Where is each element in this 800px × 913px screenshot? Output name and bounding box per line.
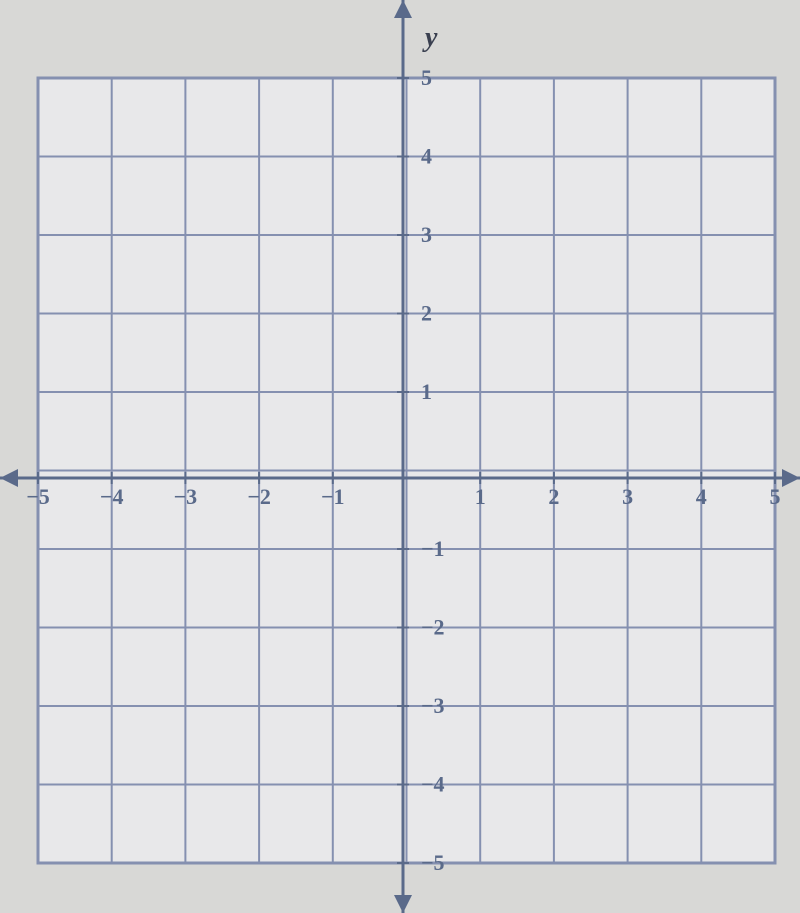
y-tick-label: −4: [421, 772, 445, 797]
y-tick-label: 5: [421, 65, 432, 90]
y-axis-label: y: [422, 22, 438, 53]
x-tick-label: −5: [26, 484, 50, 509]
x-tick-label: −1: [321, 484, 345, 509]
x-tick-label: 4: [696, 484, 707, 509]
x-tick-label: 5: [770, 484, 781, 509]
coordinate-plane-chart: −5 −4 −3 −2 −1 1 2 3 4 5 −5 −4 −3 −2 −1 1 2 3 4 5 y: [0, 0, 800, 913]
y-tick-label: −5: [421, 850, 445, 875]
y-tick-label: −2: [421, 615, 445, 640]
x-tick-label: 1: [475, 484, 486, 509]
x-tick-label: 2: [548, 484, 559, 509]
y-tick-label: 1: [421, 379, 432, 404]
coordinate-grid-svg: −5 −4 −3 −2 −1 1 2 3 4 5 −5 −4 −3 −2 −1 1 2 3 4 5 y: [0, 0, 800, 913]
y-tick-label: 2: [421, 301, 432, 326]
y-tick-label: −3: [421, 693, 445, 718]
y-tick-label: −1: [421, 536, 445, 561]
x-tick-label: −3: [174, 484, 198, 509]
y-tick-label: 4: [421, 144, 432, 169]
y-tick-label: 3: [421, 222, 432, 247]
x-tick-label: −4: [100, 484, 124, 509]
x-tick-label: −2: [247, 484, 271, 509]
x-tick-label: 3: [622, 484, 633, 509]
